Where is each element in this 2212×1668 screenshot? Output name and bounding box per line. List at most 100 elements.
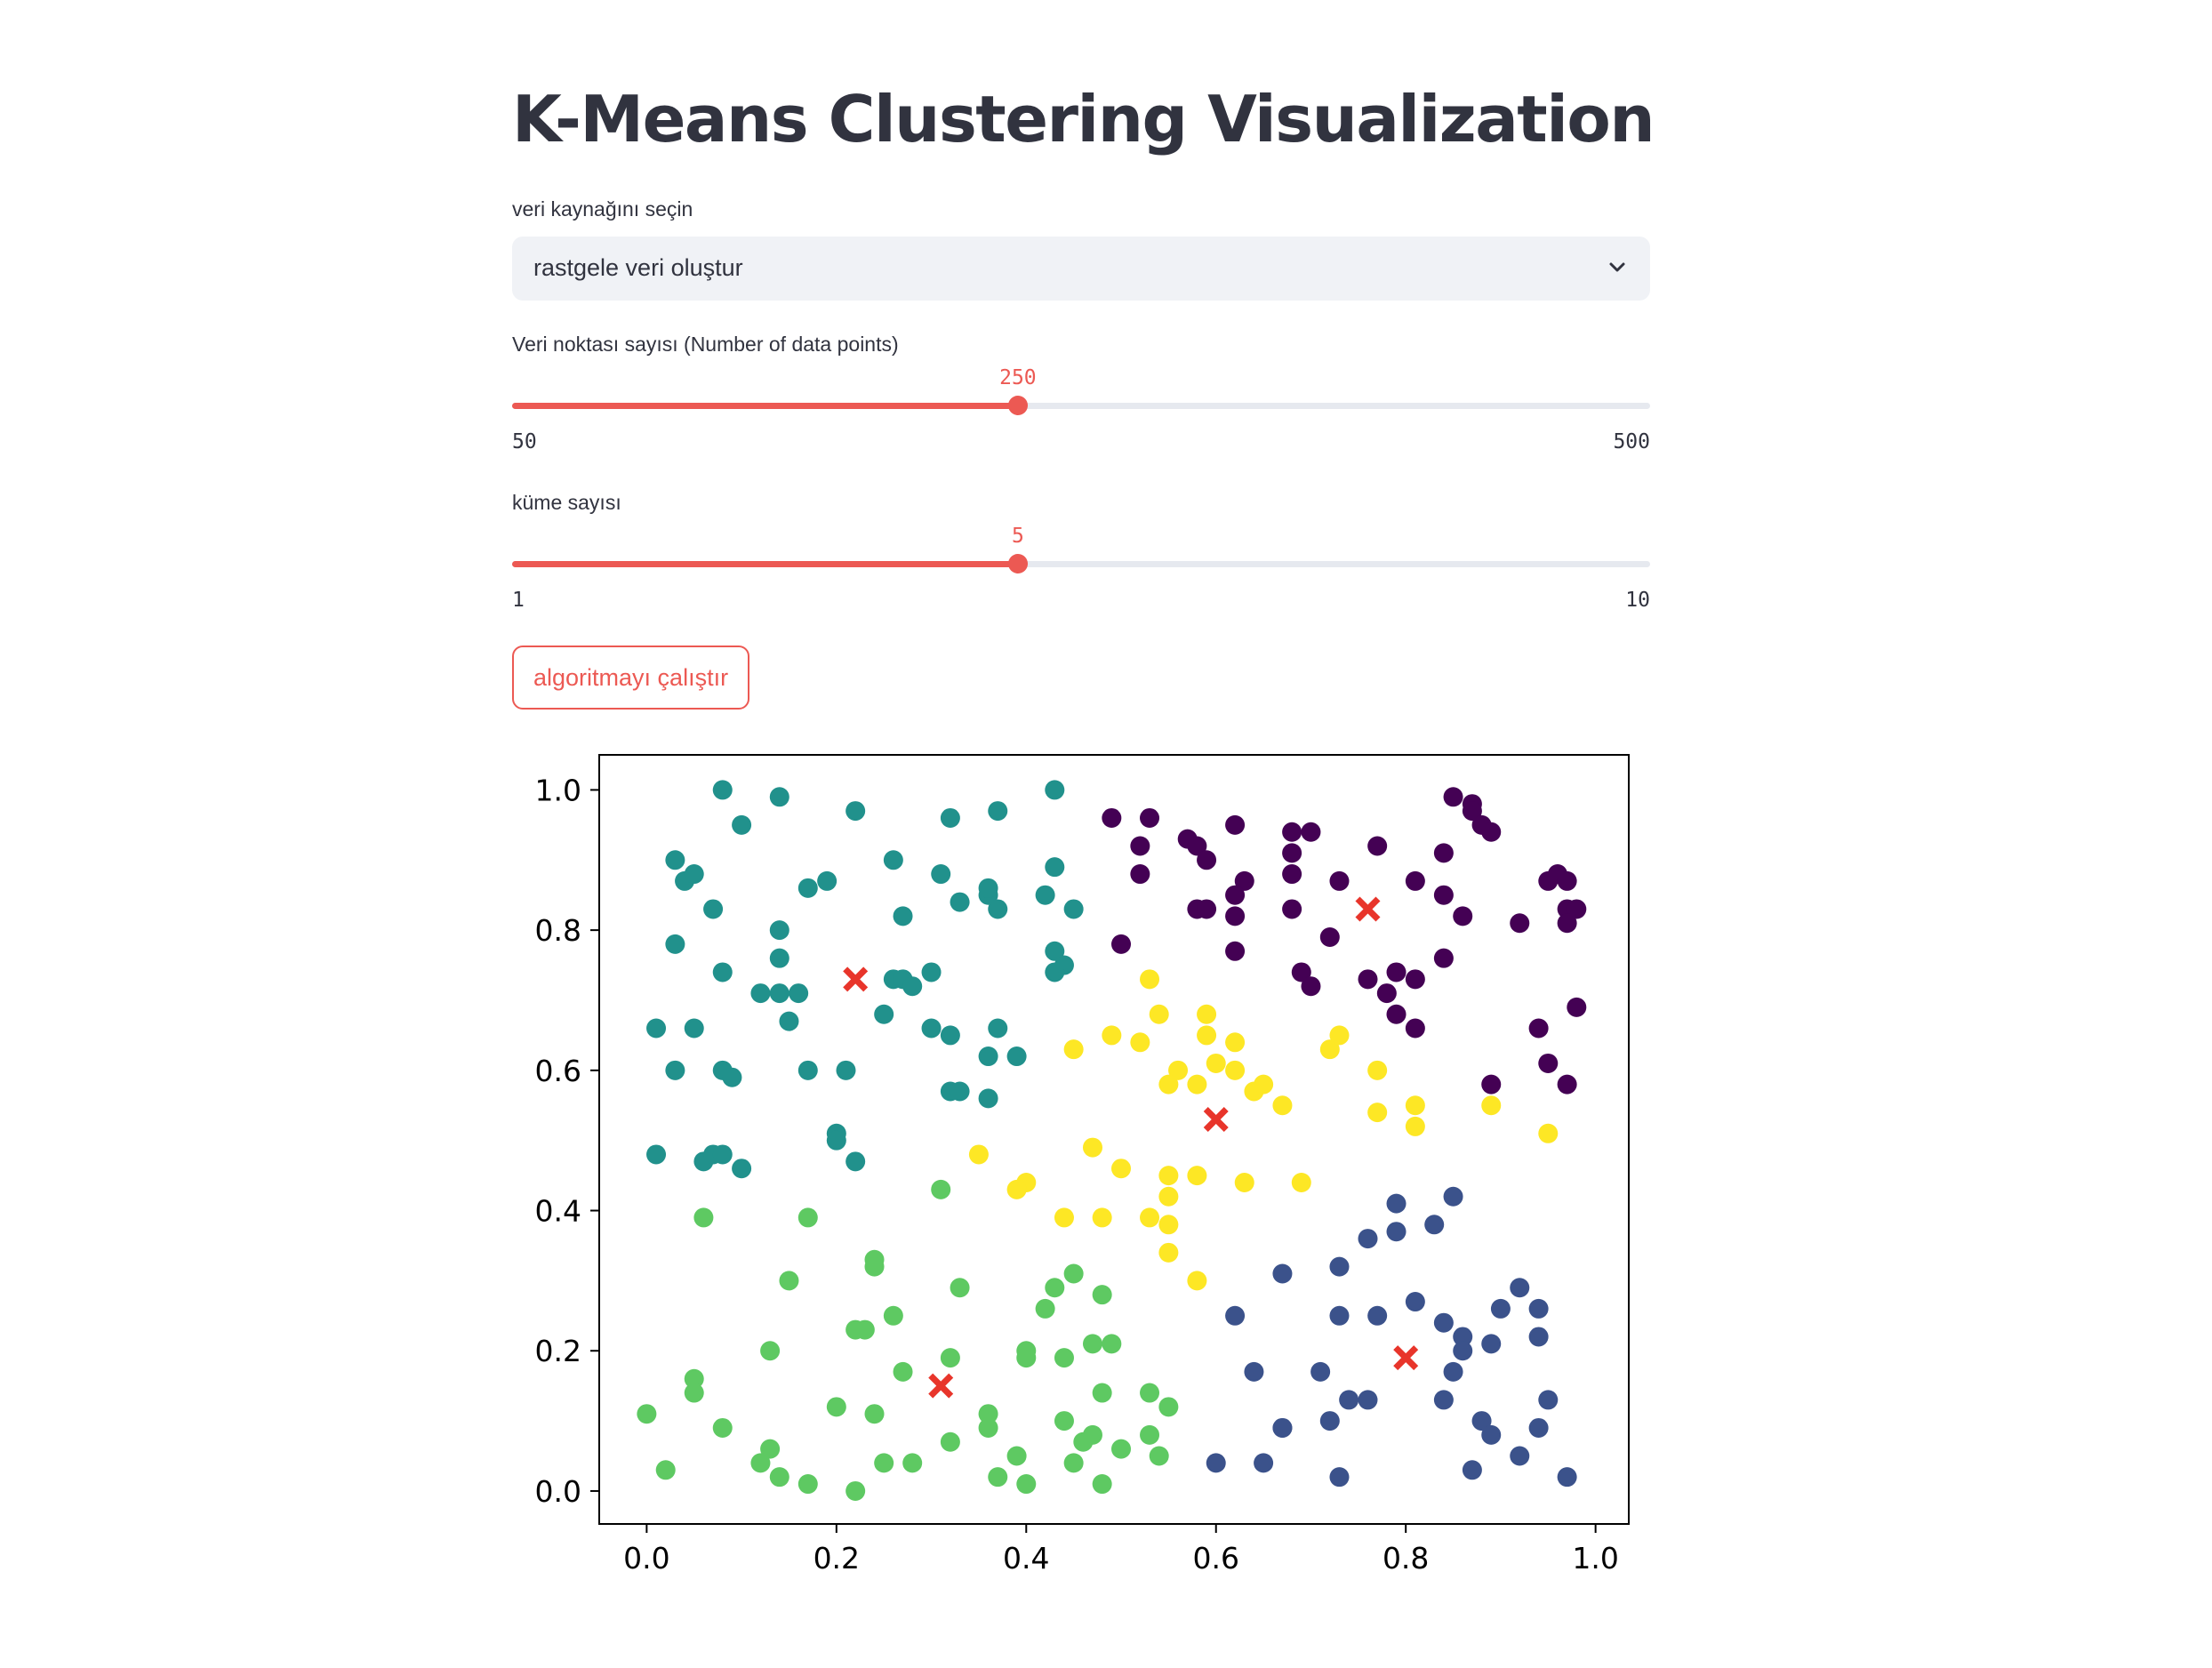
data-point — [950, 1278, 970, 1298]
data-point — [1016, 1474, 1037, 1495]
data-point — [1054, 1207, 1074, 1228]
data-point — [1443, 1186, 1463, 1207]
data-point — [1225, 1305, 1246, 1326]
data-point — [1063, 899, 1084, 919]
points-slider-track[interactable] — [512, 396, 1650, 415]
data-point — [1358, 969, 1378, 990]
data-point — [684, 1368, 704, 1389]
x-tick-label: 0.0 — [623, 1541, 669, 1576]
data-point — [797, 1474, 818, 1495]
data-point — [1319, 1411, 1340, 1431]
data-point — [902, 1453, 923, 1473]
data-point — [1453, 906, 1473, 926]
plot-frame — [598, 754, 1630, 1525]
scatter-chart: 0.0 0.2 0.4 0.6 0.8 1.0 0.0 0.2 0.4 0.6 0.8 1.0 — [512, 743, 1650, 1597]
data-point — [1054, 1348, 1074, 1368]
cluster-slider-track[interactable] — [512, 554, 1650, 573]
data-point — [1443, 787, 1463, 807]
data-point — [1282, 899, 1302, 919]
data-point — [968, 1144, 989, 1165]
y-tick-label: 0.4 — [535, 1194, 581, 1229]
data-point — [1405, 1292, 1425, 1312]
data-point — [703, 899, 724, 919]
y-tick-label: 1.0 — [535, 773, 581, 807]
data-point — [1187, 1166, 1207, 1186]
data-point — [854, 1319, 875, 1340]
data-point — [978, 1047, 998, 1067]
data-point — [1367, 1060, 1388, 1080]
data-point — [1102, 807, 1122, 828]
x-tick-label: 1.0 — [1572, 1541, 1618, 1576]
data-point — [1168, 1060, 1189, 1080]
points-slider-thumb[interactable] — [1007, 396, 1028, 415]
data-point — [1149, 1004, 1169, 1024]
data-point — [1111, 934, 1132, 954]
scatter-chart-svg: 0.0 0.2 0.4 0.6 0.8 1.0 0.0 0.2 0.4 0.6 0.8 1.0 — [535, 754, 1630, 1576]
data-point — [769, 1467, 789, 1488]
cluster-slider-label: küme sayısı — [512, 491, 621, 514]
data-point — [1433, 948, 1454, 968]
data-point — [1045, 941, 1065, 961]
data-point — [732, 814, 752, 835]
data-point — [1405, 1018, 1425, 1038]
data-point — [1528, 1327, 1549, 1347]
cluster-slider-max: 10 — [1625, 589, 1650, 612]
data-point — [1557, 1074, 1577, 1095]
data-point — [1367, 1103, 1388, 1123]
data-point — [1140, 1424, 1160, 1445]
data-point — [1272, 1263, 1293, 1284]
data-point — [978, 1417, 998, 1438]
data-point — [1082, 1334, 1102, 1354]
data-point — [921, 1018, 942, 1038]
data-point — [1140, 1383, 1160, 1403]
data-point — [750, 983, 771, 1004]
data-point — [1339, 1390, 1359, 1410]
data-point — [988, 899, 1008, 919]
data-source-selected-value: rastgele veri oluştur — [533, 254, 743, 281]
data-point — [1197, 899, 1217, 919]
points-slider-fill — [512, 403, 1018, 409]
data-point — [1329, 1467, 1350, 1488]
data-point — [1092, 1474, 1112, 1495]
data-point — [1443, 1361, 1463, 1382]
data-source-select[interactable]: rastgele veri oluştur — [512, 237, 1650, 301]
data-point — [665, 934, 685, 954]
data-point — [684, 1383, 704, 1403]
data-point — [1140, 807, 1160, 828]
data-point — [1481, 1074, 1502, 1095]
centroid-marker — [1393, 1345, 1419, 1371]
data-point — [1272, 1095, 1293, 1116]
cluster-slider-thumb[interactable] — [1007, 554, 1028, 573]
data-point — [893, 906, 913, 926]
data-point — [732, 1159, 752, 1179]
data-point — [1158, 1242, 1179, 1263]
cluster-slider-min: 1 — [512, 589, 525, 612]
data-point — [1528, 1298, 1549, 1319]
data-point — [1376, 983, 1397, 1004]
data-point — [1481, 1095, 1502, 1116]
data-point — [1510, 1278, 1530, 1298]
points-slider-value: 250 — [999, 366, 1037, 389]
data-point — [1282, 843, 1302, 863]
run-algorithm-button[interactable]: algoritmayı çalıştır — [512, 646, 750, 710]
data-point — [769, 787, 789, 807]
data-point — [902, 976, 923, 997]
data-point — [1082, 1424, 1102, 1445]
data-point — [978, 1088, 998, 1109]
data-point — [769, 920, 789, 941]
data-point — [988, 801, 1008, 822]
data-point — [1329, 1256, 1350, 1277]
data-point — [1045, 1278, 1065, 1298]
data-point — [684, 864, 704, 885]
data-point — [693, 1207, 714, 1228]
data-point — [1433, 885, 1454, 905]
centroid-marker — [1355, 896, 1381, 922]
data-source-label: veri kaynağını seçin — [512, 197, 693, 221]
data-point — [1054, 1411, 1074, 1431]
chevron-down-icon — [1606, 256, 1629, 279]
data-point — [1319, 1039, 1340, 1060]
data-point — [1102, 1025, 1122, 1046]
data-point — [1386, 1193, 1407, 1214]
data-point — [1481, 822, 1502, 842]
data-point — [1158, 1186, 1179, 1207]
